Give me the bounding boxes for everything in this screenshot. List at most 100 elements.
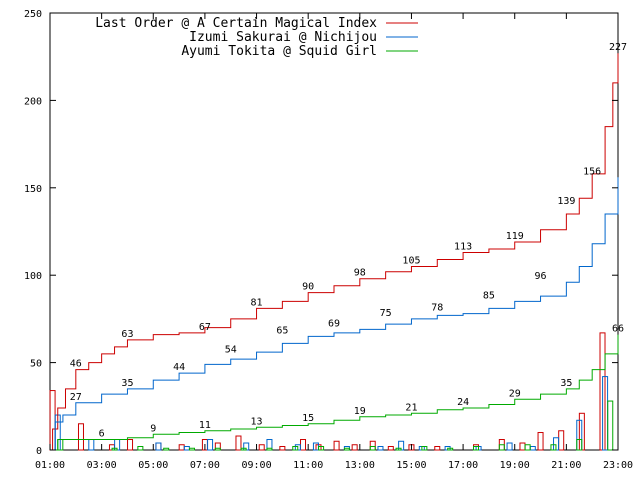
hourly-bar (387, 446, 394, 451)
hourly-bar (266, 447, 273, 451)
y-tick-label: 250 (24, 9, 42, 20)
hourly-bar (506, 442, 513, 451)
plot-frame (49, 12, 619, 451)
data-label: 105 (402, 255, 420, 266)
hourly-bar (137, 446, 144, 451)
hourly-bar (292, 446, 299, 451)
x-tick-label: 21:00 (551, 460, 581, 471)
hourly-bar (434, 446, 441, 451)
data-label: 11 (199, 420, 211, 431)
data-label: 29 (509, 388, 521, 399)
hourly-bar (318, 446, 325, 451)
cumulative-lines (50, 53, 619, 451)
legend-label: Izumi Sakurai @ Nichijou (189, 30, 377, 45)
hourly-bar (235, 435, 242, 451)
hourly-bar (524, 444, 531, 451)
x-tick-label: 19:00 (500, 460, 530, 471)
hourly-bar (421, 446, 428, 451)
data-label: 75 (380, 308, 392, 319)
data-label: 21 (405, 402, 417, 413)
data-label: 24 (457, 397, 469, 408)
hourly-bar (214, 447, 221, 451)
hourly-bar (214, 442, 221, 451)
hourly-bar (473, 446, 479, 451)
hourly-bar (537, 432, 544, 451)
series-line (50, 53, 619, 451)
hourly-bar (550, 444, 557, 451)
hourly-bar (178, 444, 185, 451)
legend: Last Order @ A Certain Magical IndexIzum… (95, 16, 418, 59)
data-label: 139 (557, 196, 575, 207)
hourly-bar (607, 400, 614, 451)
data-label: 227 (609, 42, 627, 53)
hourly-bar (127, 439, 134, 451)
hourly-bar (155, 442, 162, 451)
hourly-bar (155, 442, 162, 451)
hourly-bar (111, 447, 118, 451)
data-label: 27 (70, 392, 82, 403)
x-tick-label: 07:00 (190, 460, 220, 471)
hourly-bar (558, 430, 565, 451)
data-label: 96 (535, 271, 547, 282)
hourly-bar (377, 446, 384, 451)
data-label: 19 (354, 406, 366, 417)
hourly-bar (576, 439, 583, 451)
x-tick-label: 15:00 (396, 460, 426, 471)
data-label: 46 (70, 359, 82, 370)
x-tick-label: 05:00 (138, 460, 168, 471)
data-label: 81 (251, 297, 263, 308)
data-label: 63 (121, 329, 133, 340)
hourly-bar (498, 444, 505, 451)
hourly-bar (369, 440, 376, 451)
series-line (50, 334, 619, 451)
data-label: 78 (431, 303, 443, 314)
data-label: 69 (328, 318, 340, 329)
x-tick-label: 23:00 (603, 460, 633, 471)
data-label: 44 (173, 362, 185, 373)
hourly-bar (240, 447, 247, 451)
y-tick-label: 200 (24, 96, 42, 107)
data-label: 9 (150, 423, 156, 434)
data-label: 85 (483, 290, 495, 301)
data-label: 54 (225, 345, 237, 356)
data-label: 66 (612, 324, 624, 335)
hourly-bar (189, 447, 195, 451)
data-label: 113 (454, 241, 472, 252)
hourly-bar (300, 439, 307, 451)
data-label: 13 (251, 416, 263, 427)
data-label: 90 (302, 282, 314, 293)
x-tick-label: 01:00 (35, 460, 65, 471)
hourly-bar (258, 444, 265, 451)
x-tick-label: 13:00 (345, 460, 375, 471)
data-label: 65 (276, 325, 288, 336)
hourly-bar (369, 446, 376, 451)
hourly-bars (49, 332, 614, 451)
data-label: 6 (99, 429, 105, 440)
x-tick-label: 03:00 (87, 460, 117, 471)
hourly-bar (207, 439, 214, 451)
data-label: 35 (121, 378, 133, 389)
x-tick-label: 17:00 (448, 460, 478, 471)
x-tick-label: 09:00 (241, 460, 271, 471)
hourly-bar (88, 439, 95, 451)
x-tick-label: 11:00 (293, 460, 323, 471)
legend-label: Last Order @ A Certain Magical Index (95, 16, 377, 31)
y-tick-label: 100 (24, 271, 42, 282)
hourly-bar (279, 446, 286, 451)
hourly-bar (183, 446, 190, 451)
hourly-bar (529, 446, 536, 451)
data-label: 35 (560, 378, 572, 389)
data-labels: 4663678190981051131191392272735445465697… (70, 42, 627, 439)
hourly-bar (351, 444, 358, 451)
hourly-bar (333, 440, 340, 451)
hourly-bar (77, 423, 84, 451)
data-label: 156 (583, 166, 601, 177)
legend-label: Ayumi Tokita @ Squid Girl (181, 44, 377, 59)
y-tick-label: 150 (24, 184, 42, 195)
hourly-bar (519, 442, 526, 451)
series-line (50, 177, 619, 451)
axes: 0 50 100 150 200 250 01:00 03:00 05:00 07:00 09:00… (24, 9, 633, 471)
data-label: 119 (506, 231, 524, 242)
hourly-bar (447, 447, 454, 451)
